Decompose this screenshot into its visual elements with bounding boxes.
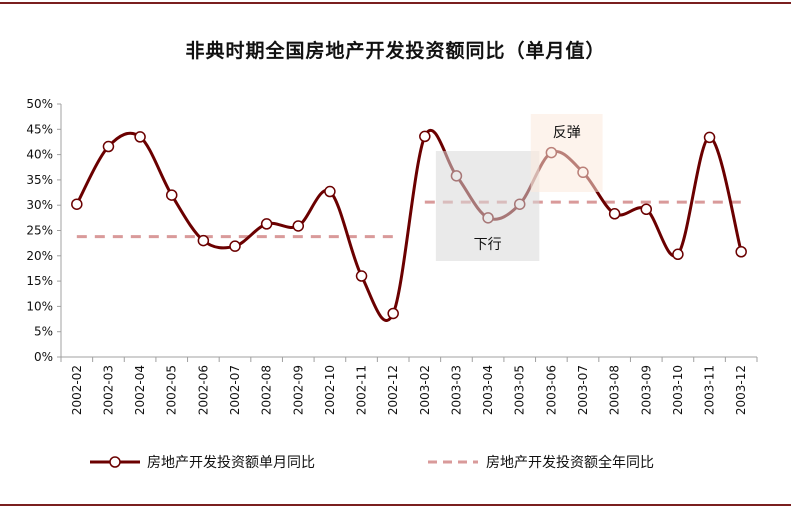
- x-tick-label: 2003-06: [544, 365, 558, 415]
- x-tick-label: 2002-02: [70, 365, 84, 415]
- top-border: [0, 2, 791, 4]
- legend: 房地产开发投资额单月同比 房地产开发投资额全年同比: [90, 454, 654, 471]
- monthly-yoy-point: [608, 208, 621, 220]
- monthly-yoy-point: [703, 131, 716, 144]
- x-tick-label: 2002-07: [228, 365, 242, 415]
- x-tick-label: 2002-12: [386, 365, 400, 415]
- monthly-yoy-point: [672, 248, 684, 261]
- y-tick-label: 10%: [26, 299, 53, 313]
- monthly-yoy-point: [419, 130, 431, 143]
- x-tick-label: 2002-08: [260, 365, 274, 415]
- x-tick-label: 2003-11: [703, 365, 717, 415]
- x-tick-label: 2003-07: [576, 365, 590, 415]
- annotation-label: 下行: [474, 237, 502, 253]
- monthly-yoy-point: [134, 131, 146, 143]
- x-tick-label: 2003-08: [608, 365, 622, 415]
- legend-label-annual: 房地产开发投资额全年同比: [486, 454, 654, 471]
- annotation-label: 反弹: [553, 125, 581, 141]
- monthly-yoy-point: [292, 220, 305, 232]
- x-tick-label: 2002-09: [291, 365, 305, 415]
- x-tick-label: 2002-11: [355, 365, 369, 415]
- monthly-yoy-point: [735, 246, 747, 258]
- annotation-box: [530, 114, 603, 192]
- y-tick-label: 15%: [26, 274, 53, 288]
- x-tick-label: 2003-10: [671, 365, 685, 415]
- x-tick-label: 2003-04: [481, 365, 495, 415]
- monthly-yoy-point: [197, 234, 210, 247]
- monthly-yoy-point: [355, 270, 368, 282]
- legend-marker-monthly: [109, 456, 121, 468]
- x-tick-label: 2002-04: [133, 365, 147, 415]
- monthly-yoy-point: [387, 307, 399, 320]
- y-tick-label: 50%: [26, 97, 53, 111]
- monthly-yoy-point: [165, 189, 178, 201]
- chart-title: 非典时期全国房地产开发投资额同比（单月值）: [185, 40, 606, 62]
- bottom-border: [0, 504, 791, 506]
- x-tick-label: 2002-05: [165, 365, 179, 415]
- y-tick-label: 45%: [26, 122, 53, 136]
- monthly-yoy-point: [260, 218, 273, 230]
- x-tick-label: 2003-02: [418, 365, 432, 415]
- annotation-box: [435, 151, 540, 261]
- monthly-yoy-point: [229, 240, 241, 252]
- monthly-yoy-point: [102, 140, 115, 153]
- x-tick-label: 2003-12: [734, 365, 748, 415]
- y-tick-label: 35%: [26, 173, 53, 187]
- y-tick-label: 30%: [26, 198, 53, 212]
- x-tick-label: 2003-03: [449, 365, 463, 415]
- x-tick-label: 2002-03: [101, 365, 115, 415]
- monthly-yoy-line: [75, 128, 743, 322]
- y-tick-label: 25%: [26, 224, 53, 238]
- monthly-yoy-point: [71, 198, 83, 210]
- y-tick-label: 5%: [34, 325, 53, 339]
- x-tick-label: 2003-05: [513, 365, 527, 415]
- x-tick-label: 2002-06: [196, 365, 210, 415]
- monthly-yoy-point: [640, 203, 653, 215]
- y-tick-label: 20%: [26, 249, 53, 263]
- x-tick-label: 2002-10: [323, 365, 337, 415]
- y-tick-label: 0%: [34, 350, 53, 364]
- y-tick-label: 40%: [26, 148, 53, 162]
- x-tick-label: 2003-09: [639, 365, 653, 415]
- legend-label-monthly: 房地产开发投资额单月同比: [147, 455, 315, 471]
- monthly-yoy-point: [324, 185, 336, 198]
